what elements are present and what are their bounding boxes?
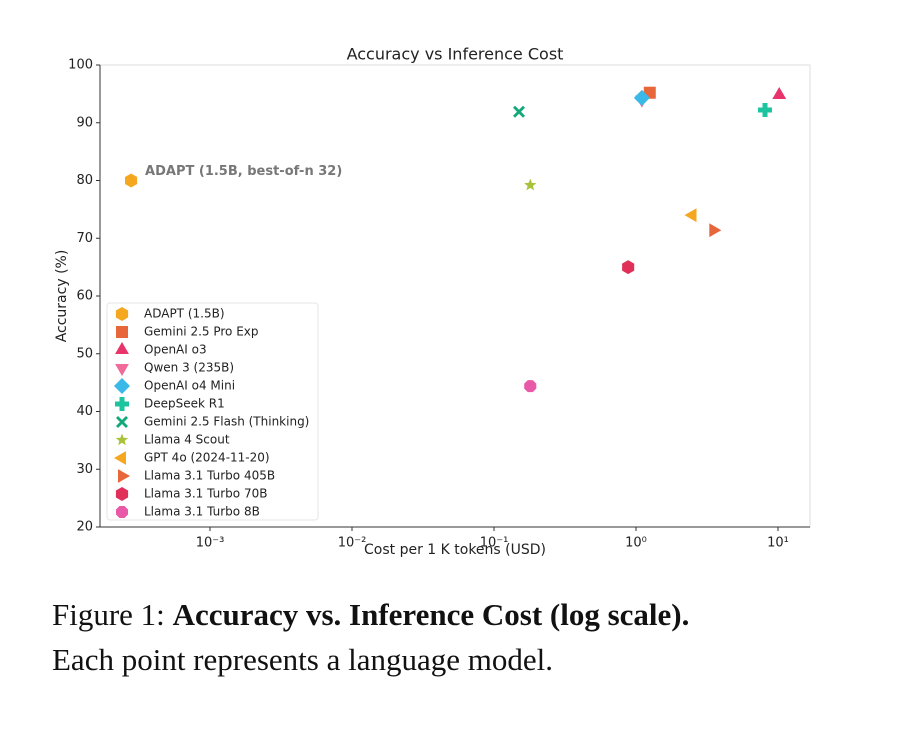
legend-marker — [116, 416, 128, 428]
data-point — [524, 178, 537, 191]
caption-text: Each point represents a language model. — [52, 642, 553, 677]
data-point — [622, 260, 635, 275]
legend-marker — [118, 469, 130, 483]
caption-bold: Accuracy vs. Inference Cost (log scale). — [172, 597, 690, 632]
x-tick-label: 10⁻¹ — [480, 536, 509, 551]
caption-label: Figure 1: — [52, 597, 165, 632]
y-tick-label: 100 — [68, 58, 93, 73]
annotation: ADAPT (1.5B, best-of-n 32) — [145, 164, 342, 179]
y-tick-label: 20 — [76, 520, 93, 535]
y-tick-label: 30 — [76, 462, 93, 477]
x-tick-label: 10⁰ — [625, 536, 647, 551]
legend-marker — [115, 342, 129, 354]
x-tick-label: 10⁻³ — [196, 536, 225, 551]
legend-marker — [116, 326, 128, 338]
chart-title: Accuracy vs Inference Cost — [347, 45, 564, 64]
y-tick-label: 90 — [76, 115, 93, 130]
legend-label: GPT 4o (2024-11-20) — [144, 451, 270, 465]
data-point — [684, 208, 697, 223]
y-tick-label: 50 — [76, 346, 93, 361]
y-tick-label: 40 — [76, 404, 93, 419]
legend-label: Llama 3.1 Turbo 70B — [144, 487, 267, 501]
legend-marker — [115, 433, 129, 446]
legend-label: OpenAI o3 — [144, 343, 207, 357]
caption: Figure 1: Accuracy vs. Inference Cost (l… — [52, 592, 912, 682]
data-point — [125, 173, 138, 188]
legend-marker — [114, 378, 130, 394]
x-axis-label: Cost per 1 K tokens (USD) — [364, 542, 546, 558]
legend-label: Llama 3.1 Turbo 8B — [144, 505, 260, 519]
x-tick-label: 10⁻² — [338, 536, 367, 551]
data-point — [633, 89, 650, 106]
legend-marker — [115, 487, 129, 501]
chart: Accuracy vs Inference Cost Cost per 1 K … — [54, 45, 811, 558]
legend-label: Gemini 2.5 Flash (Thinking) — [144, 415, 309, 429]
legend-label: OpenAI o4 Mini — [144, 379, 235, 393]
data-point — [513, 105, 526, 118]
data-point — [772, 87, 787, 99]
y-axis-label: Accuracy (%) — [54, 250, 70, 343]
x-tick-label: 10¹ — [767, 536, 789, 551]
legend-marker — [116, 506, 128, 518]
legend-label: Gemini 2.5 Pro Exp — [144, 325, 259, 339]
legend-marker — [115, 397, 129, 411]
legend-marker — [115, 307, 129, 321]
legend-label: ADAPT (1.5B) — [144, 307, 225, 321]
legend-box — [106, 302, 319, 521]
legend-label: Llama 3.1 Turbo 405B — [144, 469, 275, 483]
data-point — [709, 223, 722, 238]
y-tick-label: 80 — [76, 173, 93, 188]
y-tick-label: 70 — [76, 231, 93, 246]
legend-marker — [115, 364, 129, 376]
data-point — [758, 103, 773, 118]
legend-label: Llama 4 Scout — [144, 433, 230, 447]
legend-label: Qwen 3 (235B) — [144, 361, 234, 375]
legend-marker — [114, 451, 126, 465]
legend-label: DeepSeek R1 — [144, 397, 225, 411]
data-point — [524, 380, 537, 393]
y-tick-label: 60 — [76, 289, 93, 304]
